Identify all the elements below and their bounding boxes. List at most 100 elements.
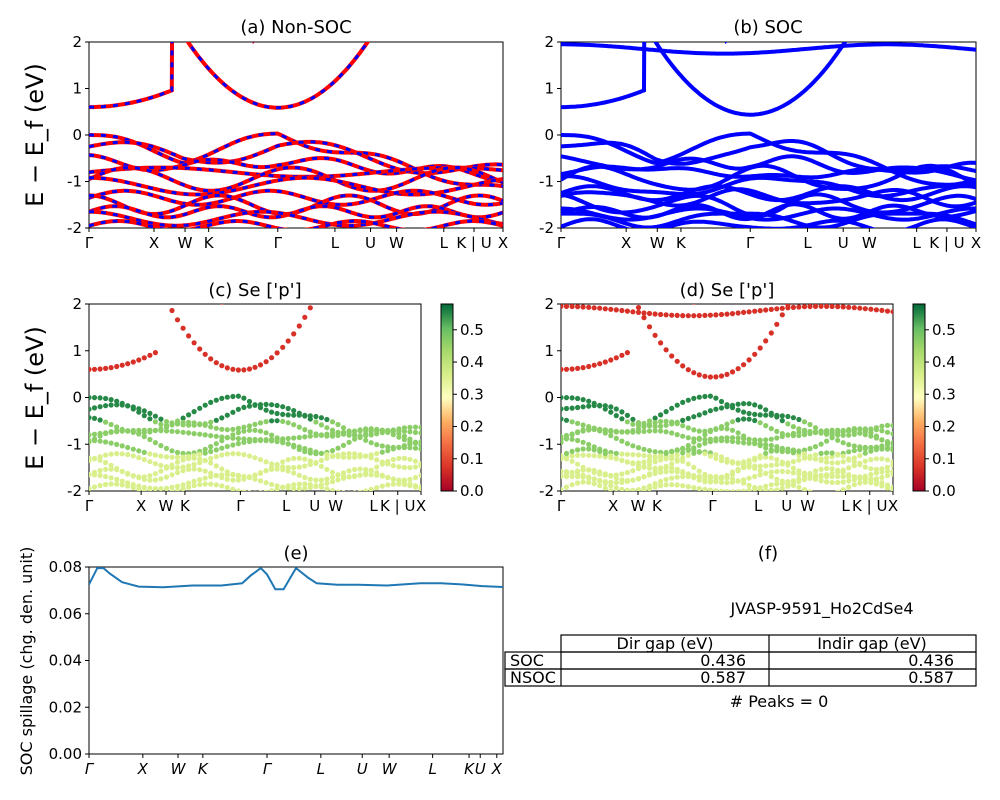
- projected-point: [158, 287, 163, 292]
- projected-point: [707, 473, 714, 480]
- projected-point: [680, 458, 686, 464]
- projected-point: [569, 458, 575, 464]
- projected-point: [635, 420, 642, 426]
- projected-point: [174, 317, 181, 323]
- x-tick-label: K: [464, 760, 475, 778]
- projected-point: [597, 428, 603, 434]
- projected-point: [835, 460, 841, 466]
- projected-point: [674, 432, 680, 438]
- projected-point: [663, 347, 669, 353]
- projected-point: [368, 455, 374, 461]
- projected-point: [840, 479, 846, 485]
- projected-point: [280, 484, 286, 490]
- projected-point: [724, 404, 730, 410]
- row-label-soc: SOC: [510, 651, 544, 670]
- y-tick-label: -1: [67, 435, 82, 453]
- projected-point: [846, 457, 852, 463]
- x-tick-label: L: [803, 234, 812, 252]
- projected-point: [763, 454, 769, 460]
- projected-point: [857, 447, 863, 453]
- projected-point: [142, 250, 147, 255]
- projected-point: [818, 429, 824, 435]
- projected-point: [357, 433, 363, 439]
- projected-point: [352, 428, 358, 434]
- projected-point: [801, 455, 808, 461]
- projected-point: [774, 414, 780, 420]
- projected-point: [779, 481, 785, 487]
- projected-point: [707, 439, 714, 445]
- projected-point: [863, 77, 868, 82]
- projected-point: [624, 451, 631, 457]
- projected-point: [180, 429, 186, 435]
- projected-point: [197, 467, 203, 473]
- projected-point: [302, 434, 308, 440]
- projected-point: [702, 373, 708, 379]
- projected-point: [401, 464, 407, 471]
- projected-point: [125, 428, 131, 434]
- projected-point: [713, 395, 719, 401]
- projected-point: [575, 395, 581, 402]
- x-tick-label: X: [498, 234, 508, 252]
- x-tick-label: K: [676, 234, 687, 252]
- projected-point: [824, 459, 830, 465]
- projected-point: [641, 315, 647, 321]
- projected-point: [92, 97, 97, 102]
- projected-point: [291, 435, 297, 441]
- projected-point: [280, 344, 286, 350]
- projected-point: [879, 446, 885, 452]
- band-line: [561, 163, 976, 192]
- projected-point: [285, 441, 291, 447]
- projected-point: [252, 476, 258, 482]
- table-header-dir: Dir gap (eV): [617, 634, 714, 653]
- projected-point: [89, 486, 92, 491]
- projected-point: [741, 401, 747, 407]
- projected-point: [253, 490, 257, 491]
- projected-point: [608, 473, 614, 479]
- projected-point: [635, 304, 642, 311]
- projected-point: [591, 362, 597, 368]
- projected-point: [569, 453, 575, 459]
- projected-point: [735, 401, 741, 407]
- projected-point: [818, 466, 824, 472]
- projected-point: [873, 307, 880, 313]
- projected-point: [125, 444, 131, 451]
- projected-point: [208, 424, 214, 430]
- projected-point: [685, 313, 691, 319]
- projected-point: [307, 447, 313, 453]
- projected-point: [692, 304, 696, 305]
- projected-point: [718, 488, 725, 491]
- x-tick-label: Γ: [274, 234, 283, 252]
- x-tick-label: W: [328, 497, 343, 515]
- projected-point: [824, 429, 830, 435]
- projected-point: [674, 447, 680, 453]
- projected-point: [592, 197, 597, 202]
- projected-point: [103, 419, 109, 425]
- projected-point: [685, 397, 691, 403]
- projected-point: [674, 482, 680, 488]
- projected-point: [407, 465, 413, 471]
- projected-point: [879, 474, 885, 481]
- projected-point: [757, 467, 763, 474]
- projected-point: [807, 489, 813, 491]
- projected-point: [202, 351, 208, 357]
- spillage-line: [89, 567, 503, 591]
- projected-point: [658, 453, 664, 459]
- projected-point: [696, 394, 702, 400]
- projected-point: [186, 466, 192, 472]
- projected-point: [691, 473, 697, 479]
- panel-e-title: (e): [283, 543, 308, 564]
- projected-point: [163, 465, 170, 471]
- projected-point: [108, 475, 114, 481]
- projected-point: [91, 438, 98, 444]
- y-tick-label: -1: [539, 173, 554, 191]
- projected-point: [257, 470, 264, 476]
- projected-point: [819, 109, 824, 114]
- axes-frame: [88, 303, 422, 492]
- projected-point: [363, 472, 369, 478]
- projected-point: [785, 446, 791, 452]
- projected-point: [340, 470, 347, 476]
- projected-point: [291, 442, 297, 448]
- projected-point: [374, 485, 380, 491]
- band-line: [89, 42, 256, 110]
